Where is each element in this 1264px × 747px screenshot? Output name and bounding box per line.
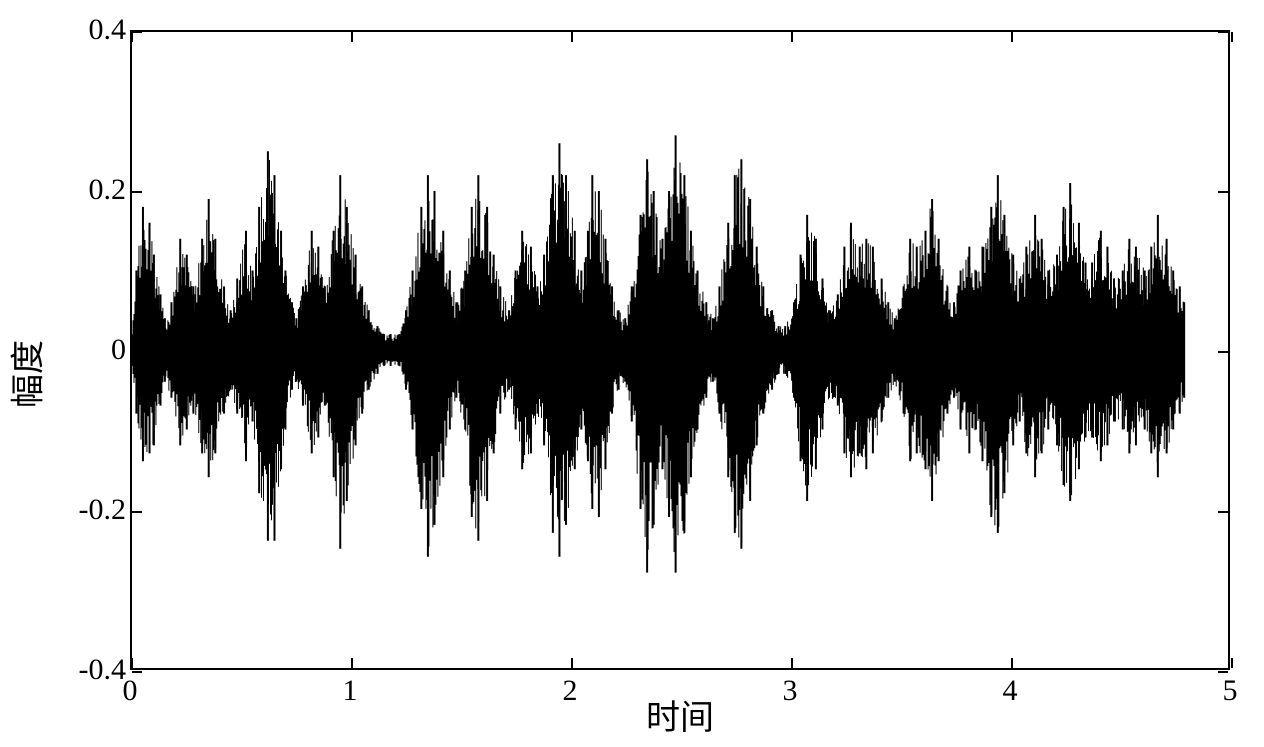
y-tick-mark (1218, 31, 1228, 33)
chart-container: -0.4-0.200.20.4012345 (130, 30, 1230, 670)
x-tick-mark (1231, 32, 1233, 42)
x-tick-mark (1011, 32, 1013, 42)
y-tick-mark (1218, 191, 1228, 193)
x-tick-mark (1011, 658, 1013, 668)
y-tick-label: 0.4 (89, 13, 127, 47)
y-tick-label: -0.4 (79, 653, 127, 687)
x-tick-mark (571, 32, 573, 42)
x-tick-mark (351, 32, 353, 42)
y-tick-mark (1218, 671, 1228, 673)
waveform-svg (132, 32, 1228, 668)
x-tick-mark (791, 32, 793, 42)
x-tick-label: 1 (343, 674, 358, 708)
x-tick-label: 5 (1223, 674, 1238, 708)
x-tick-label: 4 (1003, 674, 1018, 708)
x-tick-label: 2 (563, 674, 578, 708)
y-tick-label: 0.2 (89, 173, 127, 207)
y-tick-mark (132, 671, 142, 673)
plot-area (130, 30, 1230, 670)
y-tick-mark (1218, 511, 1228, 513)
x-tick-label: 3 (783, 674, 798, 708)
y-tick-label: 0 (111, 333, 126, 367)
x-tick-mark (1231, 658, 1233, 668)
x-tick-label: 0 (123, 674, 138, 708)
x-tick-mark (571, 658, 573, 668)
y-tick-mark (132, 351, 142, 353)
y-tick-mark (132, 191, 142, 193)
y-tick-label: -0.2 (79, 493, 127, 527)
x-tick-mark (351, 658, 353, 668)
x-axis-label: 时间 (646, 690, 714, 739)
y-tick-mark (132, 511, 142, 513)
y-axis-label: 幅度 (1, 340, 50, 408)
x-tick-mark (131, 658, 133, 668)
y-tick-mark (132, 31, 142, 33)
y-tick-mark (1218, 351, 1228, 353)
x-tick-mark (791, 658, 793, 668)
x-tick-mark (131, 32, 133, 42)
